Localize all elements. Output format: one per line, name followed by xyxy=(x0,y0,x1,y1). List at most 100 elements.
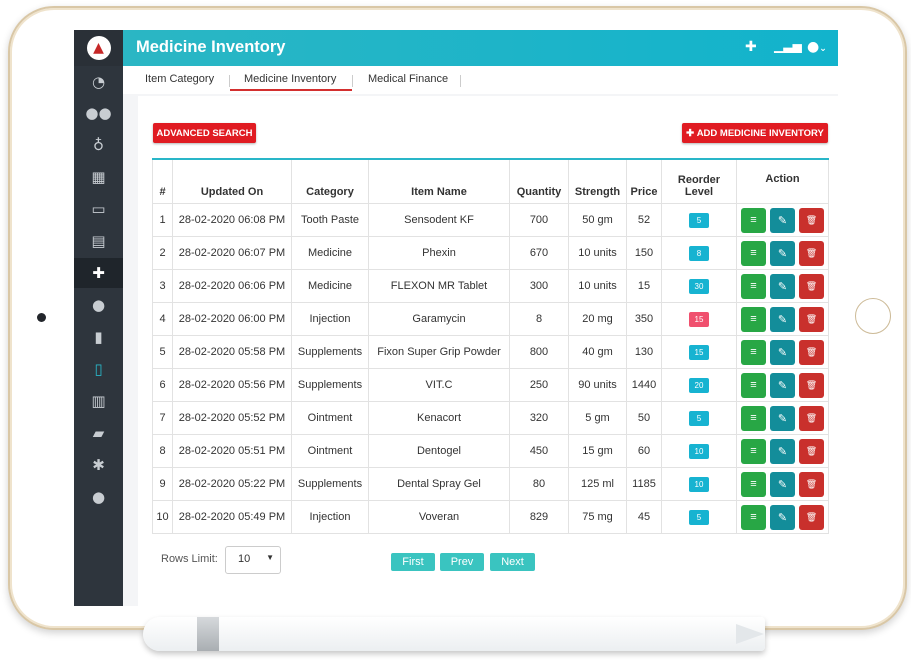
cell-category: Supplements xyxy=(291,467,369,501)
cell-actions: ≡ ✎ 🗑 xyxy=(736,203,829,237)
delete-button[interactable]: 🗑 xyxy=(799,405,824,431)
view-button[interactable]: ≡ xyxy=(741,438,766,464)
delete-button[interactable]: 🗑 xyxy=(799,372,824,398)
delete-button[interactable]: 🗑 xyxy=(799,207,824,233)
pencil-icon: ✎ xyxy=(777,511,788,524)
view-button[interactable]: ≡ xyxy=(741,306,766,332)
calendar-icon[interactable]: ▦ xyxy=(91,168,106,186)
cell-item: Dentogel xyxy=(368,434,510,468)
delete-button[interactable]: 🗑 xyxy=(799,240,824,266)
edit-button[interactable]: ✎ xyxy=(770,471,795,497)
edit-button[interactable]: ✎ xyxy=(770,273,795,299)
medical-plus-icon[interactable]: ✚ xyxy=(74,258,123,288)
list-icon: ≡ xyxy=(750,379,757,391)
edit-button[interactable]: ✎ xyxy=(770,504,795,530)
edit-button[interactable]: ✎ xyxy=(770,339,795,365)
grid-icon[interactable]: ▤ xyxy=(91,232,106,250)
reorder-badge: 10 xyxy=(689,476,709,492)
dashboard-icon[interactable]: ◔ xyxy=(91,73,106,91)
tab-item-category[interactable]: Item Category xyxy=(145,73,215,85)
rows-limit-select[interactable]: 10 ▼ xyxy=(225,546,281,574)
cell-price: 60 xyxy=(626,434,662,468)
delete-button[interactable]: 🗑 xyxy=(799,471,824,497)
users-icon[interactable]: ●● xyxy=(85,104,112,122)
document-icon[interactable]: ▮ xyxy=(94,328,103,346)
add-medicine-inventory-label: ADD MEDICINE INVENTORY xyxy=(696,127,824,139)
app-logo[interactable]: ▲ xyxy=(74,30,123,66)
view-button[interactable]: ≡ xyxy=(741,207,766,233)
stylus-band xyxy=(197,617,219,651)
view-button[interactable]: ≡ xyxy=(741,504,766,530)
edit-button[interactable]: ✎ xyxy=(770,306,795,332)
stethoscope-icon[interactable]: ♁ xyxy=(93,136,104,154)
trash-icon: 🗑 xyxy=(805,412,818,423)
user-icon[interactable]: ● xyxy=(91,296,106,314)
pencil-icon: ✎ xyxy=(777,313,788,326)
cell-category: Tooth Paste xyxy=(291,203,369,237)
reorder-badge: 15 xyxy=(689,344,709,360)
next-page-button[interactable]: Next xyxy=(490,553,535,571)
trash-icon: 🗑 xyxy=(805,478,818,489)
caret-down-icon: ▼ xyxy=(266,553,274,562)
bar-chart-icon[interactable]: ▥ xyxy=(91,392,106,410)
cell-strength: 5 gm xyxy=(568,401,627,435)
view-button[interactable]: ≡ xyxy=(741,405,766,431)
cell-actions: ≡ ✎ 🗑 xyxy=(736,434,829,468)
cell-actions: ≡ ✎ 🗑 xyxy=(736,401,829,435)
signal-icon[interactable]: ▁▃▅ xyxy=(774,39,802,53)
tab-medicine-inventory[interactable]: Medicine Inventory xyxy=(244,73,337,85)
inventory-table: # Updated On Category Item Name Quantity Stre… xyxy=(152,158,829,534)
cell-strength: 50 gm xyxy=(568,203,627,237)
advanced-search-button[interactable]: ADVANCED SEARCH xyxy=(153,123,256,143)
tab-medical-finance[interactable]: Medical Finance xyxy=(368,73,449,85)
tab-bar: Item Category Medicine Inventory Medical… xyxy=(123,66,838,94)
sidebar: ▲ ◔ ●● ♁ ▦ ▭ ▤ ✚ ● ▮ ▯ ▥ ▰ ✱ ● xyxy=(74,30,123,606)
reorder-badge: 20 xyxy=(689,377,709,393)
prev-page-button[interactable]: Prev xyxy=(440,553,484,571)
trash-icon: 🗑 xyxy=(805,511,818,522)
cell-qty: 829 xyxy=(509,500,569,534)
edit-button[interactable]: ✎ xyxy=(770,207,795,233)
cell-price: 150 xyxy=(626,236,662,270)
delete-button[interactable]: 🗑 xyxy=(799,339,824,365)
first-page-button[interactable]: First xyxy=(391,553,435,571)
cell-strength: 15 gm xyxy=(568,434,627,468)
cell-strength: 90 units xyxy=(568,368,627,402)
delete-button[interactable]: 🗑 xyxy=(799,438,824,464)
list-icon: ≡ xyxy=(750,511,757,523)
files-icon[interactable]: ▰ xyxy=(92,424,105,442)
user-menu-icon[interactable]: ●⌄ xyxy=(807,39,827,55)
delete-button[interactable]: 🗑 xyxy=(799,504,824,530)
cell-item: VIT.C xyxy=(368,368,510,402)
view-button[interactable]: ≡ xyxy=(741,240,766,266)
edit-button[interactable]: ✎ xyxy=(770,240,795,266)
delete-button[interactable]: 🗑 xyxy=(799,306,824,332)
add-medicine-inventory-button[interactable]: ✚ ADD MEDICINE INVENTORY xyxy=(682,123,828,143)
cell-qty: 250 xyxy=(509,368,569,402)
view-button[interactable]: ≡ xyxy=(741,372,766,398)
cell-category: Injection xyxy=(291,302,369,336)
cell-updated: 28-02-2020 05:58 PM xyxy=(172,335,292,369)
gear-icon[interactable]: ✱ xyxy=(92,456,105,474)
view-button[interactable]: ≡ xyxy=(741,339,766,365)
pencil-icon: ✎ xyxy=(777,412,788,425)
delete-button[interactable]: 🗑 xyxy=(799,273,824,299)
cell-reorder: 10 xyxy=(661,434,737,468)
camera-dot xyxy=(37,313,46,322)
view-button[interactable]: ≡ xyxy=(741,471,766,497)
cell-item: Voveran xyxy=(368,500,510,534)
edit-button[interactable]: ✎ xyxy=(770,372,795,398)
file-medical-icon[interactable]: ▯ xyxy=(94,360,103,378)
cell-category: Ointment xyxy=(291,401,369,435)
chat-icon[interactable]: ● xyxy=(91,488,106,506)
cell-qty: 450 xyxy=(509,434,569,468)
trash-icon: 🗑 xyxy=(805,247,818,258)
view-button[interactable]: ≡ xyxy=(741,273,766,299)
edit-button[interactable]: ✎ xyxy=(770,405,795,431)
cell-item: Garamycin xyxy=(368,302,510,336)
cell-qty: 300 xyxy=(509,269,569,303)
plus-icon[interactable]: ✚ xyxy=(745,39,757,55)
cell-price: 45 xyxy=(626,500,662,534)
laptop-icon[interactable]: ▭ xyxy=(91,200,106,218)
edit-button[interactable]: ✎ xyxy=(770,438,795,464)
